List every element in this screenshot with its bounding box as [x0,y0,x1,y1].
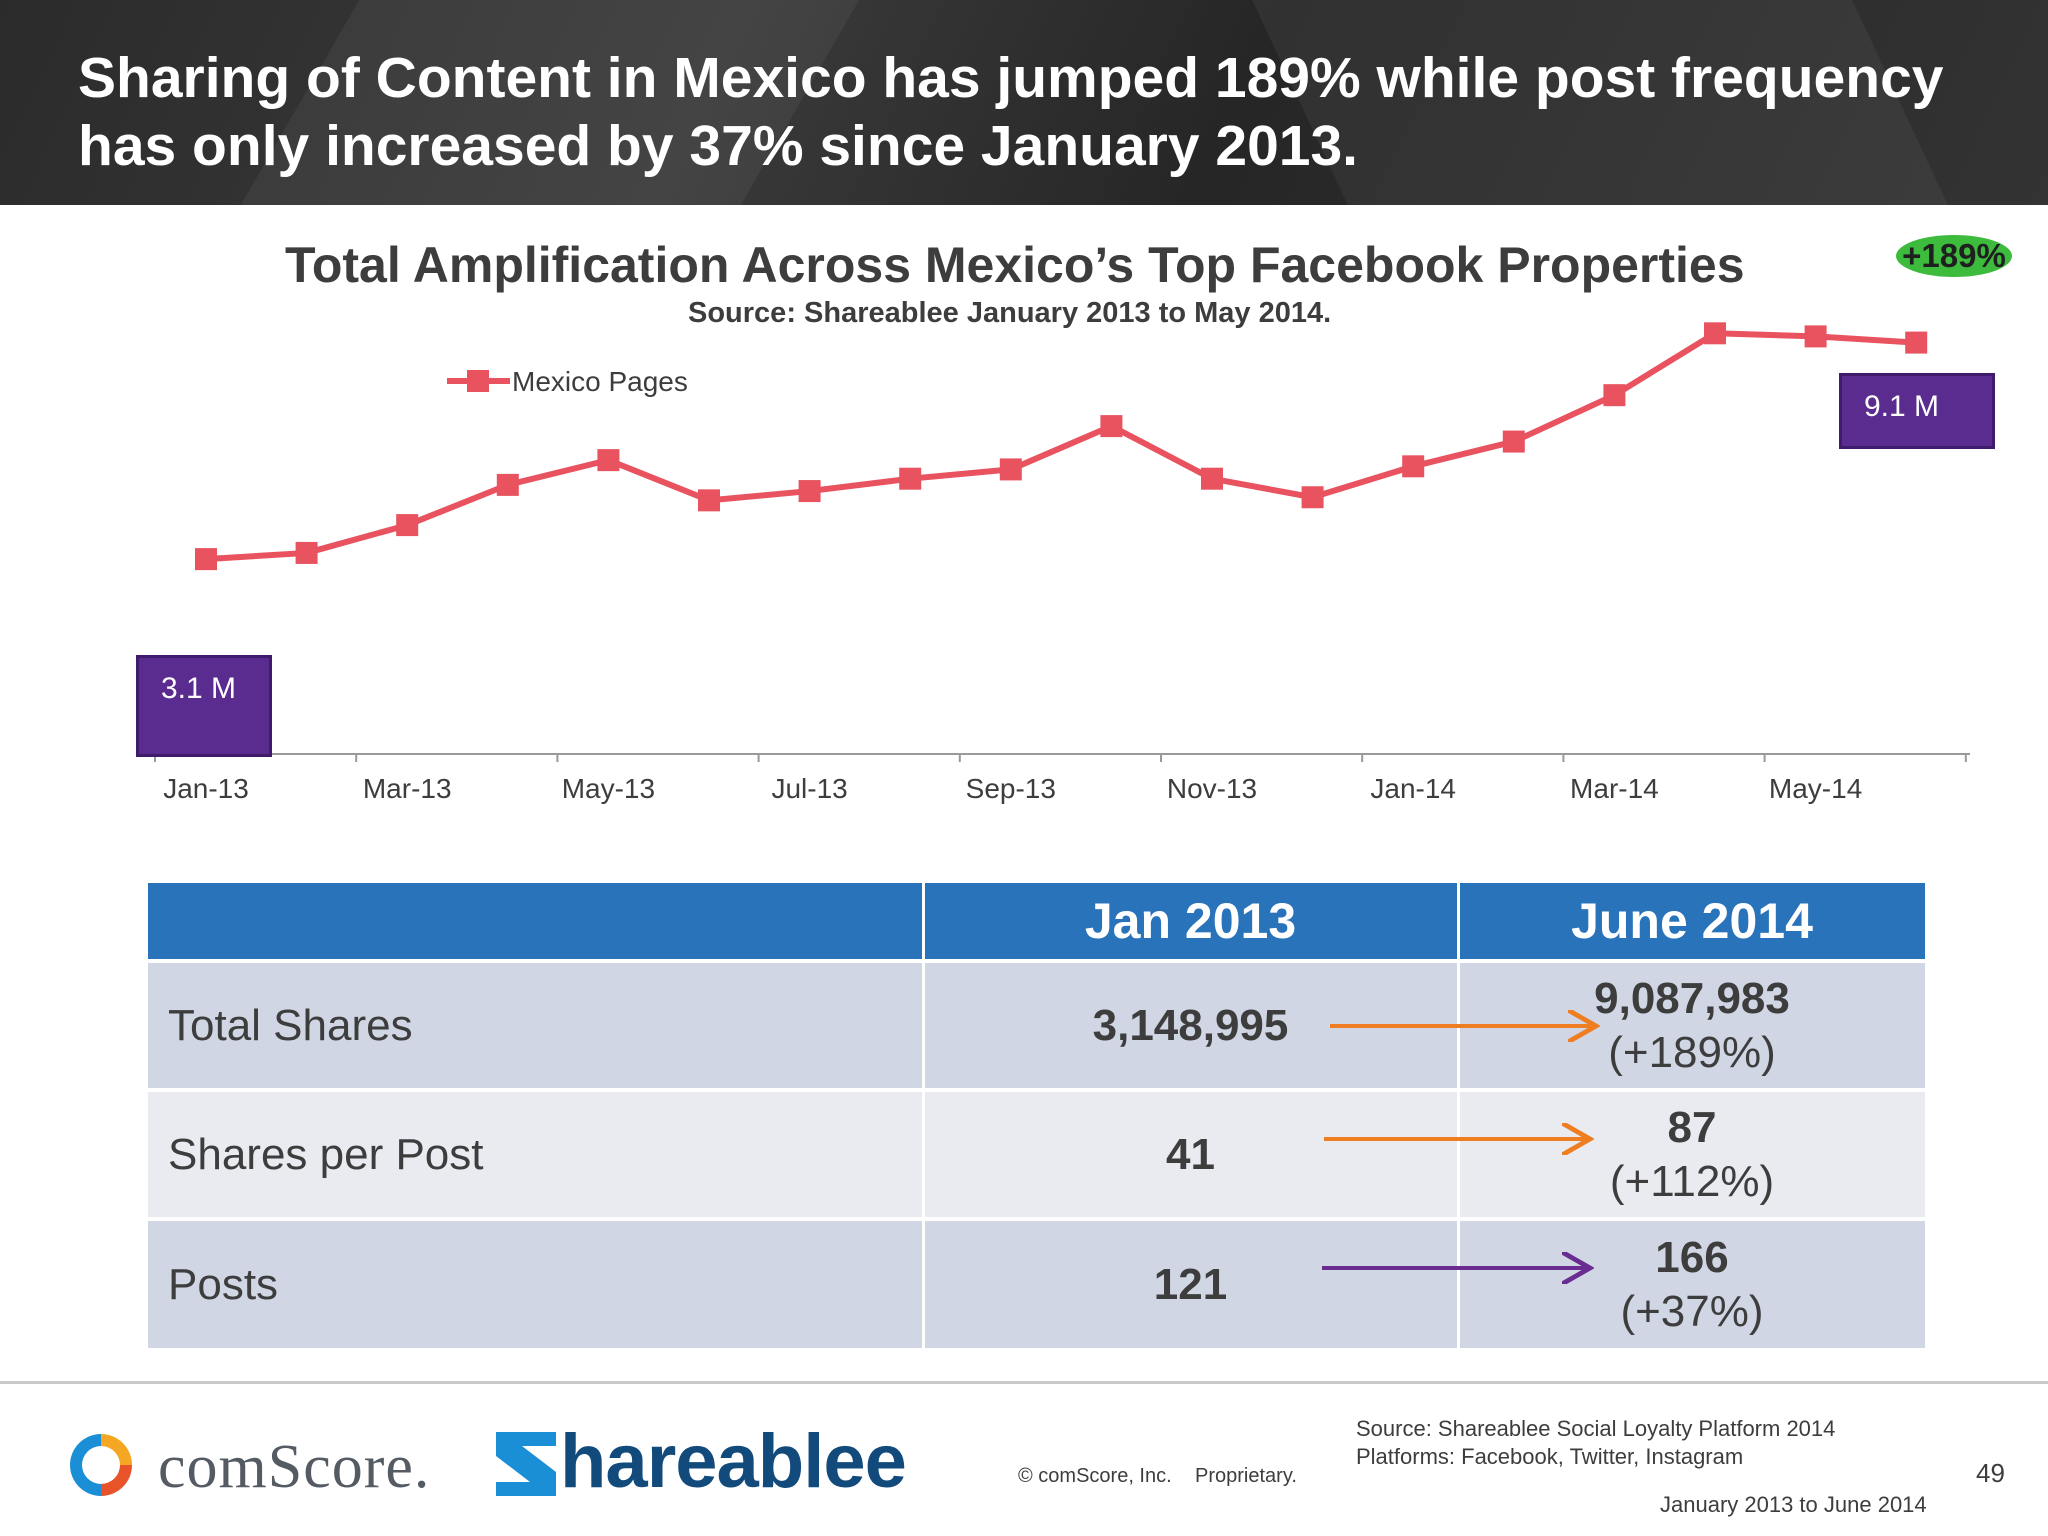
data-point [1804,325,1827,348]
data-point [295,541,318,564]
change-percent: (+37%) [1620,1286,1764,1336]
x-tick-label: Nov-13 [1167,773,1257,804]
data-point [698,489,720,512]
x-tick-label: Jan-13 [163,773,249,804]
x-tick-label: Mar-13 [363,773,452,804]
chart-legend: Mexico Pages [447,366,688,397]
source-note: Source: Shareablee Social Loyalty Platfo… [1356,1416,1836,1441]
page-number: 49 [1976,1458,2005,1488]
data-point [597,449,620,472]
change-percent: (+189%) [1608,1027,1776,1077]
series-mexico-pages [195,322,1928,571]
end-value: 166 [1655,1232,1729,1282]
start-value: 3,148,995 [923,959,1460,1090]
proprietary-text: Proprietary. [1195,1465,1297,1487]
data-point [1704,322,1726,345]
chart-title: Total Amplification Across Mexico’s Top … [285,237,1745,293]
x-tick-label: May-14 [1769,773,1862,804]
metric-label: Shares per Post [148,1088,925,1219]
start-value: 41 [923,1088,1460,1219]
comscore-logo-icon [70,1434,132,1496]
footer-divider [0,1381,2048,1384]
start-value-callout: 3.1 M [136,655,272,757]
start-value-text: 41 [1166,1129,1215,1179]
data-point [1201,467,1223,490]
start-value-text: 121 [1153,1259,1228,1309]
data-point [1905,331,1928,354]
data-point [899,467,922,490]
comscore-logo-text: comScore. [158,1433,431,1501]
table-row: Shares per Post 41 87 (+112%) [148,1088,1928,1219]
start-value-text: 3,148,995 [1092,1000,1289,1050]
legend-marker [467,370,489,392]
shareablee-s-icon [496,1432,556,1496]
table-row: Posts 121 166 (+37%) [148,1217,1928,1348]
x-tick-label: Jul-13 [771,773,847,804]
slide-header: Sharing of Content in Mexico has jumped … [0,0,2048,205]
table-header-row: Jan 2013 June 2014 [148,883,1928,961]
headline-line-2: has only increased by 37% since January … [78,114,1359,178]
start-value: 121 [923,1217,1460,1348]
metric-label: Total Shares [148,959,925,1090]
data-point [195,548,217,571]
data-point [798,480,821,503]
growth-badge: +189% [1896,235,2012,277]
end-value-cell: 166 (+37%) [1458,1217,1928,1348]
metric-label: Posts [148,1217,925,1348]
header-jan-2013: Jan 2013 [923,883,1460,961]
comparison-table: Jan 2013 June 2014 Total Shares 3,148,99… [148,883,1928,1348]
end-value-cell: 9,087,983 (+189%) [1458,959,1928,1090]
x-tick-label: Sep-13 [966,773,1056,804]
end-value-callout: 9.1 M [1839,373,1995,449]
headline-line-1: Sharing of Content in Mexico has jumped … [78,46,1944,110]
x-tick-label: Mar-14 [1570,773,1659,804]
end-value-cell: 87 (+112%) [1458,1088,1928,1219]
end-value: 9,087,983 [1594,973,1790,1023]
data-point [1402,455,1425,478]
header-june-2014: June 2014 [1458,883,1928,961]
data-point [496,473,519,496]
date-range: January 2013 to June 2014 [1660,1492,1927,1517]
header-metric [148,883,925,961]
platforms-note: Platforms: Facebook, Twitter, Instagram [1356,1444,1744,1469]
end-value: 87 [1667,1102,1717,1152]
data-point [1603,384,1626,407]
x-tick-label: May-13 [562,773,655,804]
data-point [1100,415,1123,438]
data-point [1301,486,1324,509]
data-point [999,458,1022,481]
x-tick-label: Jan-14 [1370,773,1456,804]
legend-label: Mexico Pages [512,366,688,397]
data-point [1502,430,1525,453]
change-percent: (+112%) [1609,1156,1775,1206]
series-line [205,330,1917,563]
data-point [396,514,419,537]
x-axis: Jan-13 Mar-13 May-13 Jul-13 Sep-13 Nov-13 Jan-… [154,753,1970,804]
line-chart: Jan-13 Mar-13 May-13 Jul-13 Sep-13 Nov-13 Jan-… [154,322,1970,804]
copyright-text: © comScore, Inc. [1018,1465,1172,1487]
chart-subtitle: Source: Shareablee January 2013 to May 2… [688,297,1332,329]
slide-headline: Sharing of Content in Mexico has jumped … [78,44,1978,180]
shareablee-logo-text: hareablee [560,1419,907,1504]
table-row: Total Shares 3,148,995 9,087,983 (+189%) [148,959,1928,1090]
